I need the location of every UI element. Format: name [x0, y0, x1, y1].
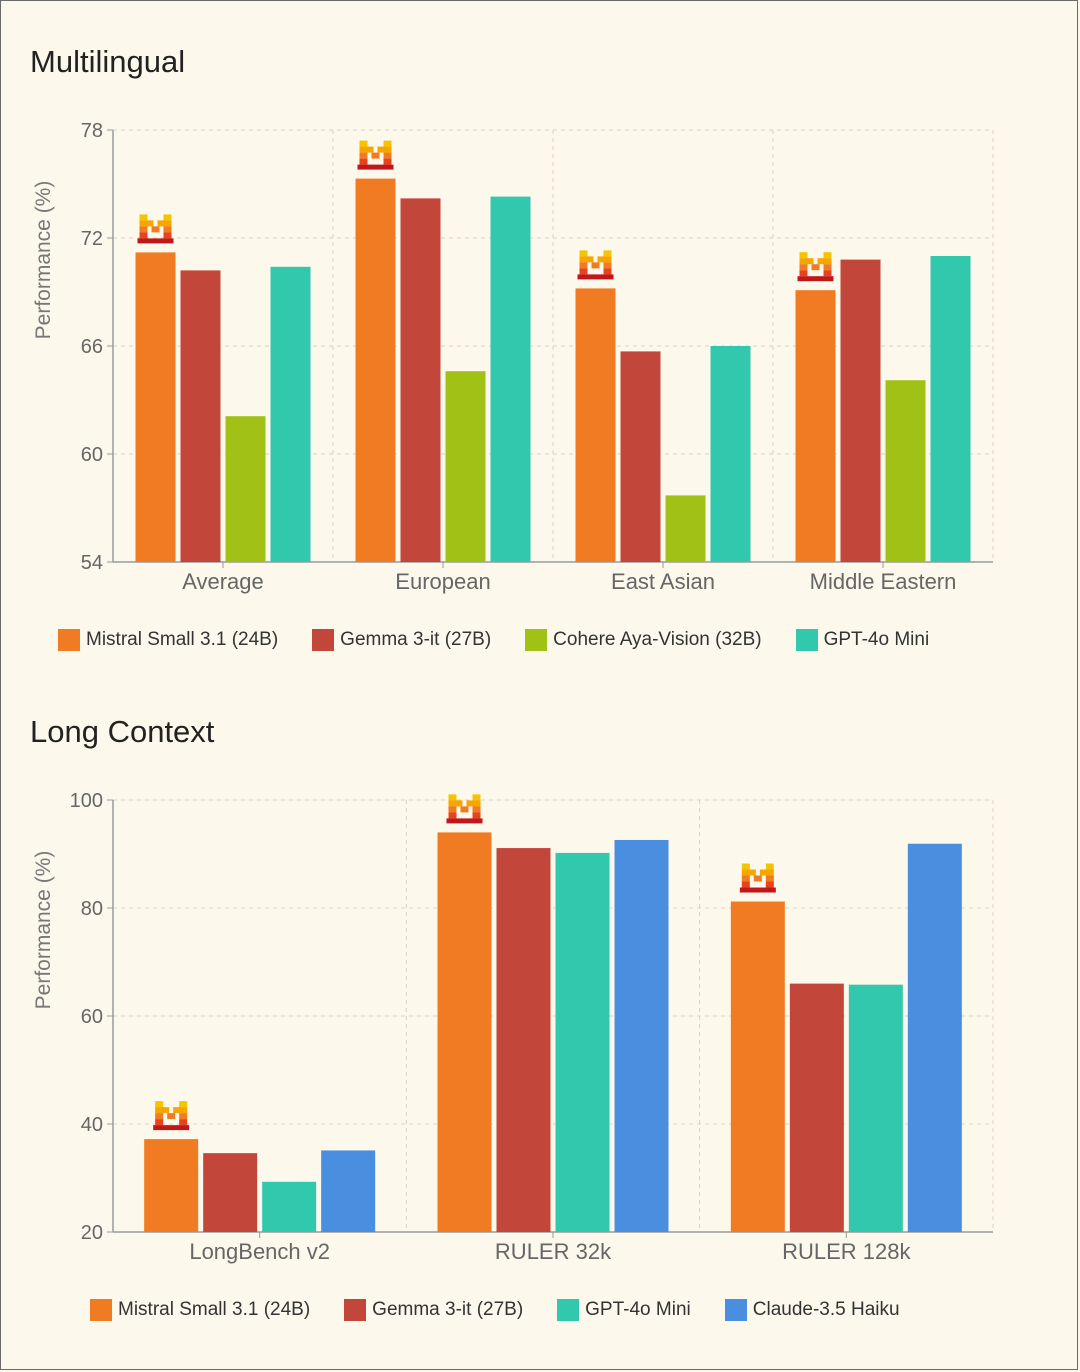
- bar: [930, 256, 971, 562]
- y-tick-label: 66: [81, 336, 103, 358]
- bar: [445, 371, 486, 562]
- bar: [885, 380, 926, 562]
- bar: [710, 346, 751, 562]
- bar: [144, 1139, 199, 1232]
- legend-swatch: [724, 1299, 747, 1321]
- mistral-logo-icon: [446, 794, 483, 824]
- bar: [575, 288, 616, 562]
- legend-item: Cohere Aya-Vision (32B): [525, 629, 762, 651]
- bar: [321, 1150, 376, 1232]
- x-tick-label: European: [395, 569, 490, 594]
- y-axis-label: Performance (%): [32, 181, 55, 340]
- mistral-logo-icon: [357, 140, 394, 170]
- x-tick-label: LongBench v2: [189, 1239, 330, 1264]
- bar: [555, 852, 610, 1232]
- x-tick-label: East Asian: [611, 569, 715, 594]
- bar: [848, 984, 903, 1232]
- legend-label: Gemma 3-it (27B): [340, 629, 492, 650]
- long-context-panel: Long Context 20 40 60 80 100 Performance (%) L…: [0, 690, 1080, 1372]
- bar: [789, 983, 844, 1232]
- legend-label: GPT-4o Mini: [585, 1299, 691, 1320]
- legend-swatch: [795, 629, 818, 651]
- multilingual-chart: 54 60 66 72 78 Performance (%) Average European…: [32, 120, 994, 594]
- chart-title: Multilingual: [30, 44, 186, 79]
- legend-item: Mistral Small 3.1 (24B): [90, 1299, 310, 1321]
- legend-item: GPT-4o Mini: [795, 629, 930, 651]
- legend-label: GPT-4o Mini: [823, 629, 930, 650]
- legend-swatch: [525, 629, 548, 651]
- bar: [262, 1181, 317, 1232]
- bar: [203, 1153, 258, 1232]
- x-tick-label: Middle Eastern: [810, 569, 957, 594]
- legend-swatch: [90, 1299, 112, 1321]
- legend-swatch: [312, 629, 335, 651]
- mistral-logo-icon: [137, 214, 174, 244]
- legend-swatch: [344, 1299, 367, 1321]
- bar: [730, 901, 785, 1232]
- bar: [665, 495, 706, 562]
- y-axis-label: Performance (%): [32, 851, 55, 1010]
- y-tick-label: 80: [81, 898, 103, 920]
- legend-item: Claude-3.5 Haiku: [724, 1299, 900, 1321]
- bar: [355, 178, 396, 562]
- legend-label: Mistral Small 3.1 (24B): [118, 1299, 311, 1320]
- bar: [135, 252, 176, 562]
- bar: [795, 290, 836, 562]
- bar: [437, 832, 492, 1232]
- legend-item: Gemma 3-it (27B): [312, 629, 491, 651]
- legend-item: Mistral Small 3.1 (24B): [58, 629, 278, 651]
- bar: [400, 198, 441, 562]
- mistral-logo-icon: [577, 250, 614, 280]
- bar: [180, 270, 221, 562]
- bar: [620, 351, 661, 562]
- bar: [270, 266, 311, 562]
- bar: [225, 416, 266, 562]
- x-tick-label: Average: [182, 569, 264, 594]
- bar: [840, 259, 881, 562]
- chart-title: Long Context: [30, 714, 215, 749]
- bar: [490, 196, 531, 562]
- y-tick-label: 78: [81, 120, 103, 142]
- y-tick-label: 20: [81, 1222, 103, 1244]
- y-tick-label: 100: [70, 790, 103, 812]
- y-tick-label: 72: [81, 228, 103, 250]
- multilingual-panel: Multilingual 54 60 66 72 78 Performance (%) Av…: [30, 44, 994, 651]
- long-context-legend: Mistral Small 3.1 (24B) Gemma 3-it (27B) G…: [90, 1299, 900, 1321]
- multilingual-legend: Mistral Small 3.1 (24B) Gemma 3-it (27B) C…: [58, 629, 929, 651]
- legend-label: Gemma 3-it (27B): [372, 1299, 524, 1320]
- bar: [614, 839, 669, 1232]
- legend-item: GPT-4o Mini: [557, 1299, 691, 1321]
- x-tick-label: RULER 32k: [495, 1239, 612, 1264]
- y-tick-label: 60: [81, 444, 103, 466]
- y-tick-label: 40: [81, 1114, 103, 1136]
- y-tick-label: 60: [81, 1006, 103, 1028]
- mistral-logo-icon: [797, 252, 834, 282]
- x-tick-label: RULER 128k: [782, 1239, 911, 1264]
- y-tick-label: 54: [81, 552, 103, 574]
- legend-label: Cohere Aya-Vision (32B): [553, 629, 762, 650]
- mistral-logo-icon: [153, 1101, 190, 1131]
- bar: [496, 848, 551, 1232]
- legend-swatch: [58, 629, 80, 651]
- legend-label: Claude-3.5 Haiku: [752, 1299, 900, 1320]
- bar: [907, 843, 962, 1232]
- mistral-logo-icon: [739, 863, 776, 893]
- legend-label: Mistral Small 3.1 (24B): [86, 629, 279, 650]
- legend-item: Gemma 3-it (27B): [344, 1299, 523, 1321]
- long-context-chart: 20 40 60 80 100 Performance (%) LongBench v2 RU…: [32, 790, 994, 1264]
- legend-swatch: [557, 1299, 580, 1321]
